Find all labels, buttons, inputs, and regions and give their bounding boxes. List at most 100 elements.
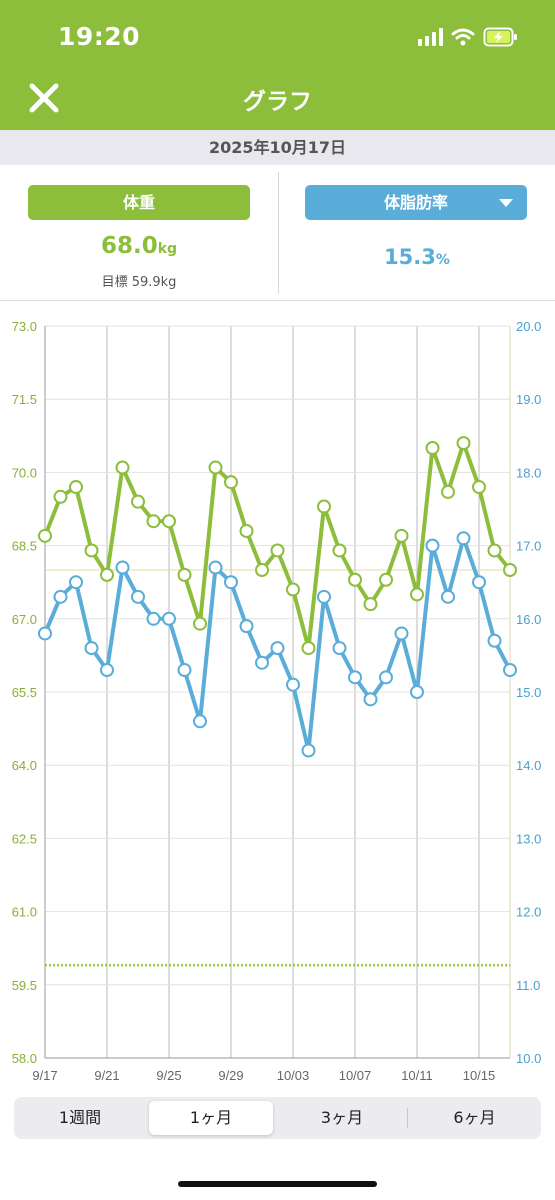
- data-point: [503, 563, 517, 577]
- y-right-tick-label: 15.0: [516, 685, 541, 700]
- page-title: グラフ: [243, 89, 312, 115]
- data-point: [255, 563, 269, 577]
- period-selector: 1週間 1ヶ月 3ヶ月 6ヶ月: [14, 1097, 541, 1139]
- data-point: [131, 589, 145, 604]
- chevron-down-icon: [499, 199, 513, 207]
- data-point: [224, 475, 238, 490]
- data-point: [286, 677, 300, 692]
- x-tick-label: 10/03: [277, 1068, 310, 1083]
- home-indicator: [178, 1181, 377, 1187]
- y-right-tick-label: 10.0: [516, 1051, 541, 1066]
- y-left-tick-label: 62.5: [12, 831, 37, 846]
- weight-panel: 体重 68.0kg 目標 59.9kg: [0, 165, 278, 300]
- y-right-tick-label: 17.0: [516, 539, 541, 554]
- wifi-icon: [451, 28, 475, 46]
- data-point: [394, 528, 409, 543]
- data-point: [441, 589, 455, 604]
- data-point: [363, 692, 378, 707]
- y-right-tick-label: 18.0: [516, 465, 541, 480]
- y-left-tick-label: 61.0: [12, 905, 37, 920]
- y-right-tick-label: 19.0: [516, 392, 541, 407]
- data-point: [38, 528, 52, 543]
- data-point: [379, 670, 393, 685]
- x-tick-label: 10/11: [401, 1068, 433, 1083]
- data-point: [363, 597, 378, 612]
- data-point: [317, 499, 331, 514]
- data-point: [146, 514, 161, 529]
- y-left-tick-label: 73.0: [12, 319, 37, 334]
- data-point: [69, 480, 83, 495]
- x-tick-label: 9/17: [32, 1068, 57, 1083]
- data-point: [410, 685, 424, 699]
- data-point: [69, 575, 83, 590]
- date-label: 2025年10月17日: [0, 130, 555, 165]
- tab-1-month[interactable]: 1ヶ月: [149, 1101, 273, 1135]
- data-point: [456, 436, 471, 451]
- data-point: [332, 543, 347, 558]
- status-icons: [418, 24, 519, 50]
- data-point: [53, 589, 68, 604]
- data-point: [348, 670, 362, 685]
- data-point: [131, 494, 145, 509]
- data-point: [255, 655, 269, 670]
- data-point: [162, 514, 176, 529]
- tab-3-months[interactable]: 3ヶ月: [320, 1108, 364, 1127]
- data-point: [84, 543, 99, 558]
- tab-6-months[interactable]: 6ヶ月: [453, 1108, 496, 1127]
- y-right-tick-label: 11.0: [516, 978, 540, 993]
- weight-button[interactable]: 体重: [28, 185, 250, 220]
- y-right-tick-label: 20.0: [516, 319, 541, 334]
- data-point: [425, 538, 440, 553]
- weight-value: 68.0kg: [0, 233, 278, 259]
- close-icon: [29, 83, 59, 113]
- data-point: [115, 560, 130, 575]
- data-point: [177, 663, 192, 678]
- data-point: [472, 480, 486, 495]
- data-point: [239, 523, 254, 538]
- body-fat-unit: %: [435, 252, 450, 268]
- y-left-tick-label: 58.0: [12, 1051, 37, 1066]
- x-tick-label: 10/15: [463, 1068, 496, 1083]
- tab-1-week[interactable]: 1週間: [58, 1108, 102, 1127]
- data-point: [301, 641, 316, 656]
- data-point: [503, 663, 517, 678]
- data-point: [487, 633, 502, 648]
- data-point: [301, 743, 316, 758]
- battery-charging-icon: [483, 27, 519, 47]
- data-point: [270, 641, 285, 656]
- data-point: [425, 441, 440, 455]
- x-tick-label: 9/25: [156, 1068, 181, 1083]
- close-button[interactable]: [26, 80, 62, 116]
- data-point: [53, 489, 68, 504]
- x-tick-label: 10/07: [339, 1068, 372, 1083]
- data-point: [38, 626, 52, 641]
- data-point: [456, 531, 471, 546]
- data-point: [224, 575, 238, 590]
- data-point: [193, 616, 207, 631]
- weight-unit: kg: [157, 241, 178, 257]
- data-point: [100, 567, 114, 582]
- data-point: [146, 611, 161, 626]
- data-point: [208, 560, 223, 575]
- y-left-tick-label: 67.0: [12, 612, 37, 627]
- tab-separator: [407, 1108, 408, 1128]
- y-left-tick-label: 71.5: [12, 392, 37, 407]
- data-point: [270, 543, 285, 558]
- data-point: [487, 543, 502, 558]
- y-left-tick-label: 65.5: [12, 685, 37, 700]
- data-point: [84, 641, 99, 656]
- body-fat-dropdown[interactable]: 体脂肪率: [305, 185, 527, 220]
- weight-number: 68.0: [100, 233, 158, 259]
- data-point: [441, 484, 455, 499]
- y-right-tick-label: 13.0: [516, 831, 541, 846]
- y-right-tick-label: 14.0: [516, 758, 541, 773]
- body-fat-panel: 体脂肪率 15.3%: [279, 165, 555, 300]
- y-right-tick-label: 12.0: [516, 905, 541, 920]
- status-time: 19:20: [58, 22, 141, 51]
- data-point: [410, 587, 424, 602]
- data-point: [239, 619, 254, 634]
- weight-bodyfat-chart[interactable]: 9/17 9/21 9/25 9/29 10/03 10/07 10/11 10/15 58.0…: [0, 305, 555, 1090]
- data-point: [317, 589, 331, 604]
- body-fat-button-label: 体脂肪率: [383, 193, 448, 212]
- header: 19:20 グラフ: [0, 0, 555, 130]
